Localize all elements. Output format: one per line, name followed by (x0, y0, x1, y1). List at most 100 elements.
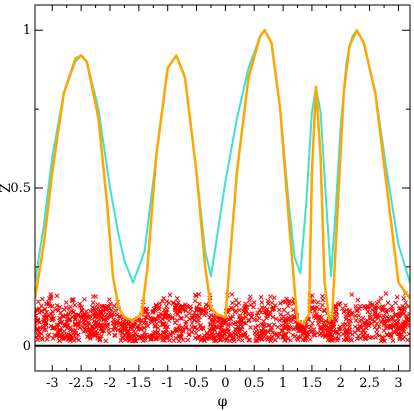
scatter-point (179, 316, 185, 321)
scatter-point (378, 295, 384, 301)
scatter-point (103, 338, 109, 344)
scatter-point (110, 320, 116, 326)
scatter-point (111, 303, 117, 309)
scatter-point (189, 329, 195, 335)
scatter-point (354, 336, 360, 342)
scatter-point (361, 303, 367, 309)
scatter-point (212, 316, 218, 322)
scatter-point (253, 334, 259, 340)
scatter-point (322, 334, 328, 340)
scatter-point (275, 324, 281, 330)
scatter-point (164, 333, 170, 338)
scatter-point (62, 336, 68, 341)
scatter-point (143, 314, 149, 320)
scatter-point (269, 300, 275, 306)
scatter-point (40, 296, 45, 302)
scatter-point (153, 305, 158, 311)
scatter-point (196, 334, 202, 340)
scatter-point (308, 324, 314, 330)
scatter-point (131, 328, 136, 334)
scatter-point (145, 311, 151, 317)
scatter-point (98, 333, 104, 339)
scatter-point (237, 329, 243, 334)
y-tick-label: 0.5 (10, 181, 31, 196)
scatter-point (380, 337, 385, 343)
scatter-point (156, 306, 162, 312)
scatter-point (35, 333, 41, 338)
scatter-point (265, 329, 271, 335)
scatter-point (175, 307, 181, 312)
scatter-point (170, 301, 176, 306)
scatter-point (183, 324, 189, 330)
scatter-point (37, 319, 42, 325)
scatter-point (204, 332, 210, 337)
scatter-point (220, 319, 226, 324)
scatter-point (346, 317, 352, 323)
scatter-point (61, 323, 67, 328)
scatter-point (212, 335, 218, 341)
scatter-point (193, 335, 198, 341)
scatter-point (217, 335, 223, 340)
scatter-point (266, 323, 271, 328)
scatter-point (271, 295, 277, 301)
scatter-point (281, 307, 287, 313)
scatter-point (68, 327, 73, 333)
scatter-point (94, 330, 100, 336)
scatter-point (365, 304, 371, 310)
scatter-point (395, 331, 401, 337)
scatter-point (401, 326, 407, 332)
scatter-point (274, 333, 280, 338)
scatter-point (328, 332, 334, 338)
scatter-point (349, 312, 355, 317)
scatter-point (142, 329, 147, 335)
scatter-point (48, 311, 54, 317)
scatter-point (355, 326, 361, 331)
scatter-point (309, 299, 315, 304)
scatter-point (228, 305, 234, 311)
scatter-point (316, 315, 322, 320)
scatter-point (360, 327, 366, 333)
scatter-point (149, 333, 155, 339)
scatter-point (139, 335, 145, 340)
scatter-point (68, 332, 73, 338)
scatter-point (80, 312, 86, 318)
scatter-point (41, 314, 47, 320)
scatter-point (255, 310, 261, 316)
scatter-point (381, 304, 387, 310)
scatter-point (259, 337, 265, 342)
scatter-point (337, 324, 343, 330)
scatter-point (141, 325, 147, 331)
scatter-point (153, 336, 159, 342)
scatter-point (197, 301, 202, 307)
scatter-point (178, 316, 183, 321)
scatter-point (82, 312, 88, 318)
scatter-point (354, 308, 359, 314)
scatter-point (90, 300, 96, 306)
scatter-point (353, 318, 359, 323)
scatter-point (160, 299, 166, 304)
scatter-point (99, 326, 104, 332)
scatter-point (315, 299, 321, 305)
scatter-point (115, 318, 121, 324)
scatter-point (170, 329, 176, 335)
scatter-point (200, 307, 205, 313)
scatter-point (374, 331, 379, 337)
scatter-point (87, 315, 93, 321)
scatter-point (268, 294, 273, 300)
scatter-point (198, 326, 204, 332)
scatter-point (47, 296, 52, 301)
scatter-point (281, 332, 287, 338)
x-tick-label: 1 (279, 376, 287, 391)
scatter-point (396, 312, 402, 318)
scatter-point (406, 331, 410, 337)
scatter-point (315, 321, 321, 326)
scatter-point (38, 309, 44, 314)
scatter-point (373, 335, 378, 340)
scatter-point (127, 336, 133, 342)
scatter-point (248, 325, 253, 330)
scatter-point (76, 337, 82, 343)
scatter-point (60, 313, 65, 319)
scatter-point (341, 309, 347, 315)
scatter-point (192, 325, 197, 330)
